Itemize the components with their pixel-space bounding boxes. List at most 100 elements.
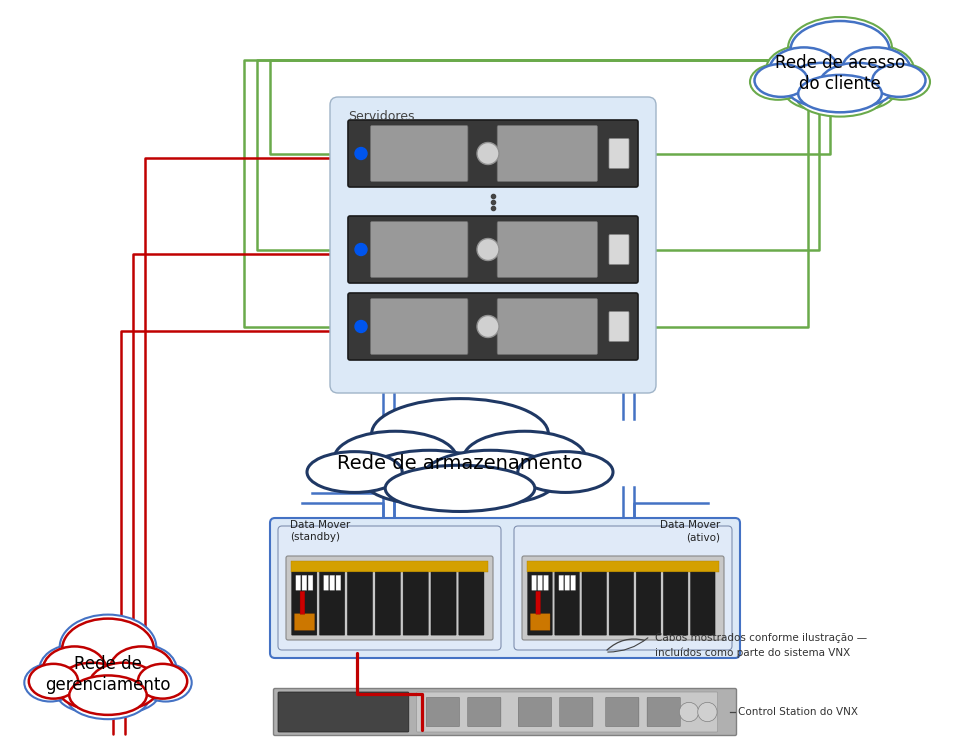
Ellipse shape [517, 451, 612, 492]
FancyBboxPatch shape [319, 572, 344, 635]
Ellipse shape [749, 64, 805, 100]
FancyBboxPatch shape [636, 572, 660, 635]
FancyBboxPatch shape [608, 311, 628, 342]
FancyBboxPatch shape [497, 125, 597, 181]
FancyBboxPatch shape [537, 575, 542, 590]
FancyBboxPatch shape [543, 575, 548, 590]
FancyBboxPatch shape [286, 556, 493, 640]
FancyBboxPatch shape [294, 614, 314, 631]
FancyBboxPatch shape [295, 575, 300, 590]
Text: Rede de armazenamento: Rede de armazenamento [336, 454, 582, 473]
Ellipse shape [463, 431, 585, 485]
Ellipse shape [87, 662, 161, 713]
FancyBboxPatch shape [527, 572, 552, 635]
FancyBboxPatch shape [417, 692, 717, 732]
Circle shape [476, 238, 499, 261]
Ellipse shape [841, 48, 910, 91]
FancyBboxPatch shape [347, 120, 638, 187]
Ellipse shape [60, 615, 156, 680]
FancyBboxPatch shape [370, 222, 467, 277]
Ellipse shape [790, 21, 888, 78]
Ellipse shape [873, 64, 929, 100]
FancyBboxPatch shape [608, 234, 628, 265]
Text: Cabos mostrados conforme ilustração —: Cabos mostrados conforme ilustração — [654, 633, 867, 643]
FancyBboxPatch shape [330, 575, 334, 590]
FancyBboxPatch shape [270, 518, 739, 658]
Ellipse shape [787, 17, 891, 79]
FancyBboxPatch shape [308, 575, 313, 590]
Ellipse shape [307, 451, 402, 492]
FancyBboxPatch shape [347, 293, 638, 360]
FancyBboxPatch shape [689, 572, 714, 635]
FancyBboxPatch shape [646, 698, 680, 727]
Ellipse shape [110, 646, 173, 692]
Circle shape [697, 702, 716, 722]
Ellipse shape [24, 664, 76, 702]
FancyBboxPatch shape [530, 614, 550, 631]
FancyBboxPatch shape [347, 572, 373, 635]
Circle shape [476, 315, 499, 337]
FancyBboxPatch shape [513, 526, 732, 650]
Ellipse shape [384, 465, 534, 512]
FancyBboxPatch shape [555, 572, 579, 635]
FancyBboxPatch shape [459, 572, 483, 635]
FancyBboxPatch shape [535, 591, 540, 615]
FancyBboxPatch shape [278, 526, 501, 650]
Ellipse shape [769, 48, 837, 91]
Ellipse shape [63, 618, 154, 679]
Ellipse shape [67, 677, 149, 719]
FancyBboxPatch shape [517, 698, 551, 727]
FancyBboxPatch shape [278, 692, 409, 732]
Circle shape [679, 702, 698, 722]
FancyBboxPatch shape [608, 572, 633, 635]
FancyBboxPatch shape [425, 698, 459, 727]
Text: Rede de acesso
do cliente: Rede de acesso do cliente [774, 54, 905, 93]
Ellipse shape [797, 75, 881, 113]
Ellipse shape [69, 675, 147, 715]
Ellipse shape [871, 64, 924, 97]
Ellipse shape [28, 664, 78, 699]
Ellipse shape [781, 63, 861, 110]
FancyBboxPatch shape [299, 591, 304, 615]
Circle shape [476, 142, 499, 165]
Ellipse shape [754, 64, 807, 97]
FancyBboxPatch shape [324, 575, 329, 590]
Text: Rede de
gerenciamento: Rede de gerenciamento [45, 655, 170, 694]
FancyBboxPatch shape [605, 698, 639, 727]
FancyBboxPatch shape [564, 575, 569, 590]
Ellipse shape [43, 646, 107, 692]
FancyBboxPatch shape [608, 138, 628, 169]
Text: Servidores: Servidores [347, 110, 414, 123]
Circle shape [355, 147, 367, 160]
FancyBboxPatch shape [301, 575, 306, 590]
FancyBboxPatch shape [497, 299, 597, 355]
Text: incluídos como parte do sistema VNX: incluídos como parte do sistema VNX [654, 647, 849, 658]
Ellipse shape [54, 662, 128, 713]
FancyBboxPatch shape [430, 572, 456, 635]
FancyBboxPatch shape [290, 561, 487, 572]
Text: Data Mover
(standby): Data Mover (standby) [289, 520, 350, 542]
FancyBboxPatch shape [273, 689, 735, 736]
Ellipse shape [765, 46, 837, 94]
FancyBboxPatch shape [570, 575, 575, 590]
FancyBboxPatch shape [531, 575, 536, 590]
Text: Control Station do VNX: Control Station do VNX [737, 707, 857, 717]
FancyBboxPatch shape [558, 575, 563, 590]
Ellipse shape [140, 664, 192, 702]
Circle shape [355, 243, 367, 256]
FancyBboxPatch shape [347, 216, 638, 283]
FancyBboxPatch shape [291, 572, 317, 635]
FancyBboxPatch shape [335, 575, 340, 590]
FancyBboxPatch shape [370, 299, 467, 355]
FancyBboxPatch shape [559, 698, 593, 727]
Ellipse shape [89, 663, 158, 709]
Ellipse shape [372, 398, 548, 469]
FancyBboxPatch shape [526, 561, 718, 572]
FancyBboxPatch shape [467, 698, 501, 727]
Ellipse shape [361, 451, 497, 505]
Ellipse shape [39, 645, 106, 696]
FancyBboxPatch shape [581, 572, 605, 635]
FancyBboxPatch shape [403, 572, 427, 635]
FancyBboxPatch shape [370, 125, 467, 181]
Ellipse shape [784, 63, 860, 107]
